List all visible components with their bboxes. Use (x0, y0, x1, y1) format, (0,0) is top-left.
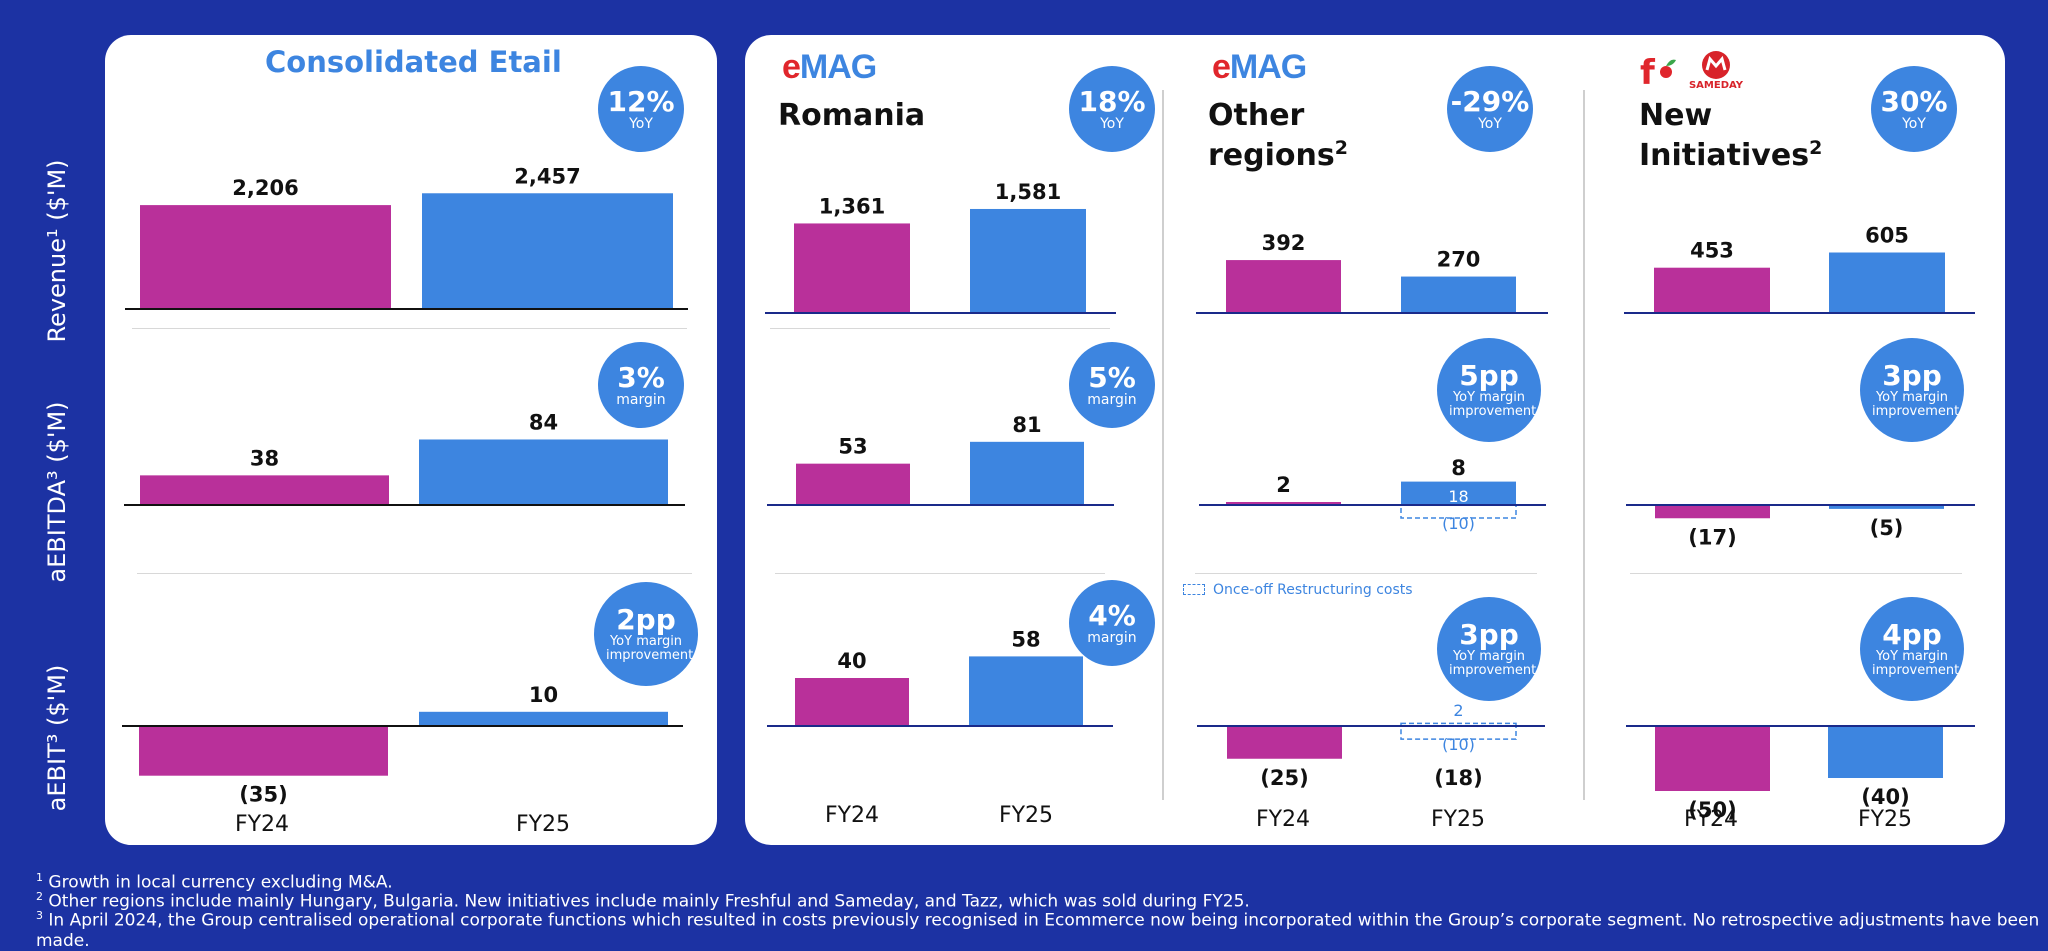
legend-label-restructuring: Once-off Restructuring costs (1213, 582, 1413, 598)
row-label-ebit: aEBIT³ ($'M) (43, 664, 71, 812)
new-initiatives-title: New Initiatives2 (1639, 98, 1823, 173)
x-label-fy25: FY25 (1430, 807, 1486, 832)
divider-other-new (1583, 90, 1585, 800)
badge-romania-revenue: 18% YoY (1069, 66, 1155, 152)
badge-new-ebitda: 3pp YoY margin improvement (1860, 338, 1964, 442)
x-label-fy24: FY24 (824, 803, 880, 828)
badge-new-revenue: 30% YoY (1871, 66, 1957, 152)
separator (1630, 573, 1962, 574)
x-label-fy25: FY25 (998, 803, 1054, 828)
badge-other-revenue: -29% YoY (1447, 66, 1533, 152)
consolidated-panel (105, 35, 717, 845)
badge-romania-ebit: 4% margin (1069, 580, 1155, 666)
svg-text:f: f (1640, 53, 1656, 90)
separator (132, 328, 687, 329)
badge-romania-ebitda: 5% margin (1069, 342, 1155, 428)
row-label-revenue: Revenue¹ ($'M) (43, 159, 71, 343)
legend-swatch-restructuring (1183, 584, 1205, 595)
row-label-ebitda: aEBITDA³ ($'M) (43, 401, 71, 583)
footnote-1: 1 Growth in local currency excluding M&A… (36, 871, 393, 893)
sameday-logo: SAMEDAY (1688, 50, 1744, 100)
badge-consolidated-ebitda: 3% margin (598, 342, 684, 428)
separator (137, 573, 692, 574)
divider-romania-other (1162, 90, 1164, 800)
x-label-fy24: FY24 (1255, 807, 1311, 832)
separator (770, 328, 1110, 329)
x-label-fy24: FY24 (234, 812, 290, 837)
other-regions-title: Other regions2 (1208, 98, 1348, 173)
emag-logo-romania: eMAG (782, 48, 877, 86)
badge-new-ebit: 4pp YoY margin improvement (1860, 597, 1964, 701)
consolidated-title: Consolidated Etail (265, 45, 562, 79)
x-label-fy25: FY25 (1857, 807, 1913, 832)
segments-panel (745, 35, 2005, 845)
footnote-3: 3 In April 2024, the Group centralised o… (36, 909, 2040, 951)
badge-other-ebit: 3pp YoY margin improvement (1437, 597, 1541, 701)
x-label-fy24: FY24 (1683, 807, 1739, 832)
badge-consolidated-ebit: 2pp YoY margin improvement (594, 582, 698, 686)
romania-title: Romania (778, 98, 926, 133)
separator (775, 573, 1105, 574)
freshful-logo: f (1638, 52, 1676, 93)
emag-logo-other: eMAG (1212, 48, 1307, 86)
sameday-logo-text: SAMEDAY (1688, 80, 1744, 91)
separator (1195, 573, 1537, 574)
badge-other-ebitda: 5pp YoY margin improvement (1437, 338, 1541, 442)
footnote-2: 2 Other regions include mainly Hungary, … (36, 890, 1250, 912)
badge-consolidated-revenue: 12% YoY (598, 66, 684, 152)
x-label-fy25: FY25 (515, 812, 571, 837)
